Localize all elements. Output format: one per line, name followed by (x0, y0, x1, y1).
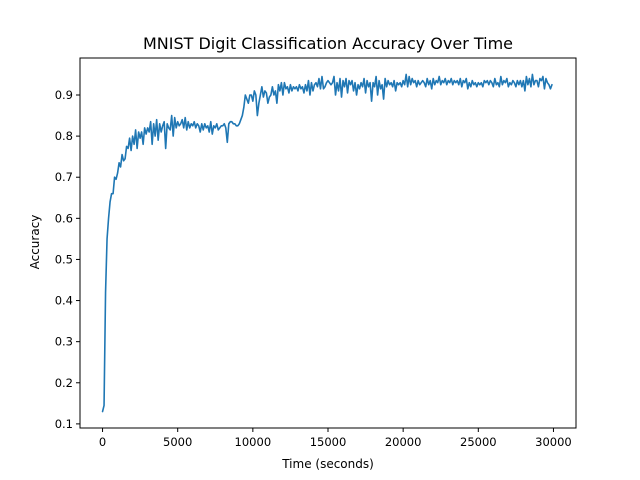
y-tick-label: 0.2 (55, 376, 73, 390)
y-tick-label: 0.5 (55, 252, 73, 266)
x-tick-label: 10000 (235, 435, 272, 449)
plot-area-frame (79, 57, 577, 429)
y-tick-label: 0.6 (55, 211, 73, 225)
y-tick-label: 0.4 (55, 294, 73, 308)
y-tick-label: 0.8 (55, 129, 73, 143)
x-axis-label: Time (seconds) (281, 457, 374, 471)
accuracy-series-line (101, 73, 553, 413)
y-tick-label: 0.1 (55, 417, 73, 431)
y-axis-label: Accuracy (28, 215, 42, 270)
x-tick-label: 5000 (163, 435, 192, 449)
x-axis-ticks: 0 5000 10000 15000 20000 25000 30000 (99, 428, 572, 449)
x-tick-label: 0 (99, 435, 106, 449)
x-tick-label: 20000 (385, 435, 422, 449)
x-tick-label: 15000 (310, 435, 347, 449)
y-tick-label: 0.9 (55, 88, 73, 102)
x-tick-label: 30000 (535, 435, 572, 449)
chart-title: MNIST Digit Classification Accuracy Over… (143, 34, 513, 53)
y-axis-ticks: 0.1 0.2 0.3 0.4 0.5 0.6 0.7 0.8 0.9 (55, 88, 80, 431)
y-tick-label: 0.3 (55, 335, 73, 349)
y-tick-label: 0.7 (55, 170, 73, 184)
x-tick-label: 25000 (460, 435, 497, 449)
